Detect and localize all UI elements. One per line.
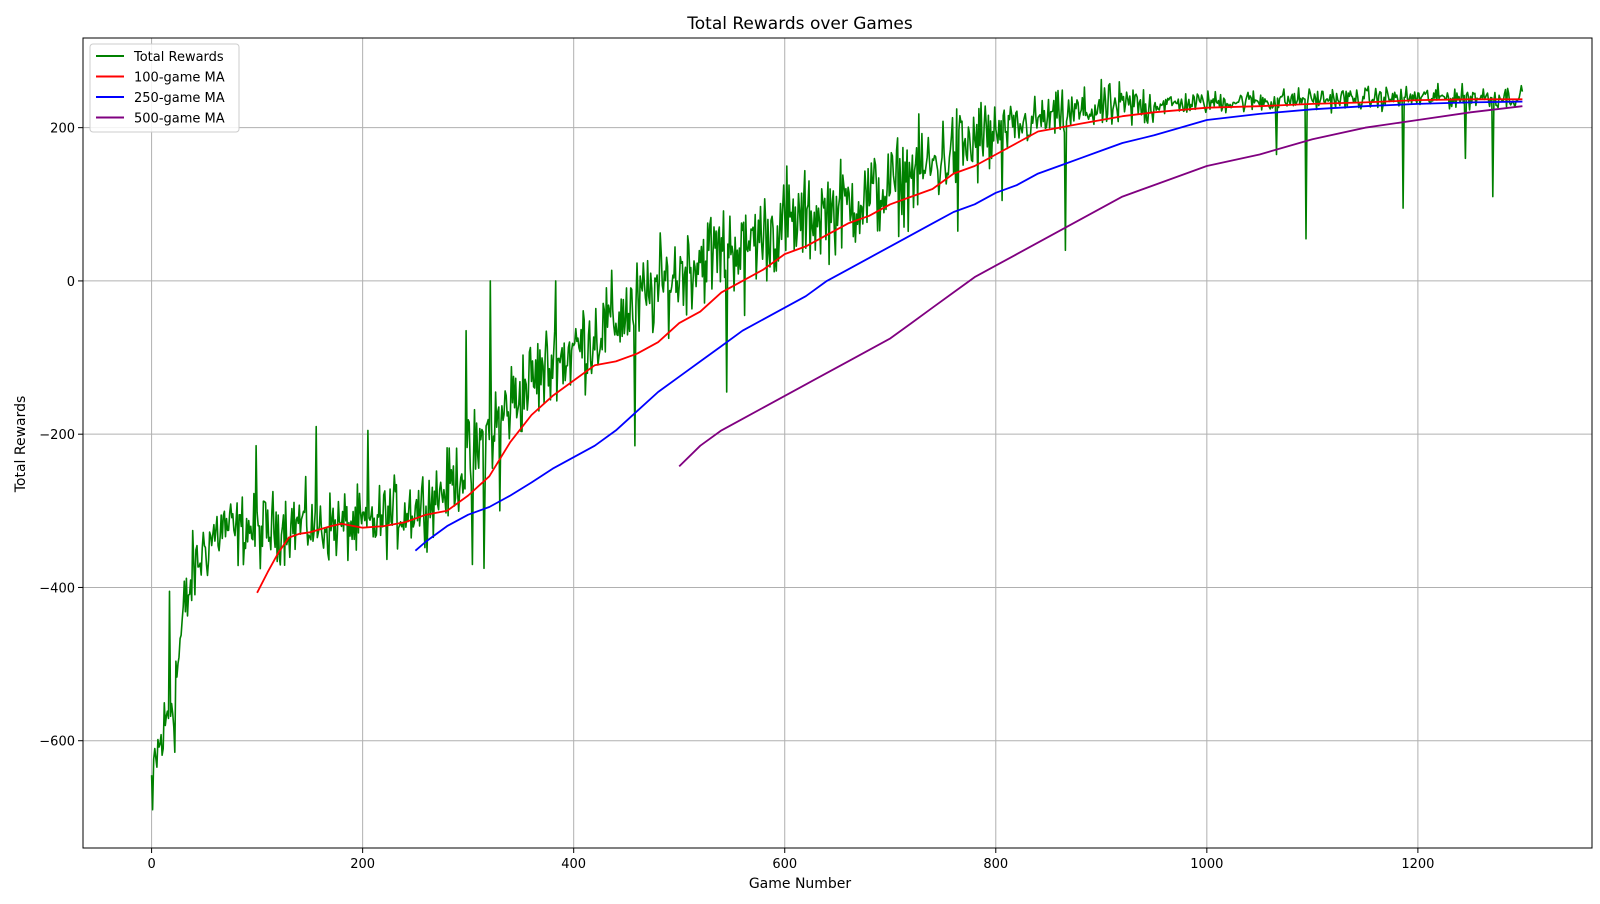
legend-label: 500-game MA bbox=[134, 112, 225, 127]
y-tick-label: −400 bbox=[39, 581, 75, 596]
legend-label: 100-game MA bbox=[134, 71, 225, 86]
x-axis-label: Game Number bbox=[749, 876, 852, 892]
chart-title: Total Rewards over Games bbox=[686, 14, 913, 34]
series-line-2 bbox=[256, 98, 1523, 594]
y-tick-label: −200 bbox=[39, 428, 75, 443]
series-line-3 bbox=[414, 100, 1523, 552]
axis-ticks: 0 200 400 600 800 1000 1200 −600 −400 −200 0 200 bbox=[39, 122, 1434, 872]
x-tick-label: 0 bbox=[147, 857, 155, 872]
x-tick-label: 200 bbox=[350, 857, 375, 872]
y-tick-label: −600 bbox=[39, 735, 75, 750]
legend-label: Total Rewards bbox=[133, 50, 224, 65]
legend-box bbox=[89, 43, 240, 133]
y-tick-label: 200 bbox=[50, 122, 75, 137]
y-tick-label: 0 bbox=[67, 275, 75, 290]
x-tick-label: 400 bbox=[561, 857, 586, 872]
series-lines bbox=[150, 78, 1524, 811]
grid-lines bbox=[83, 38, 1592, 848]
x-tick-label: 1000 bbox=[1190, 857, 1223, 872]
series-line-1 bbox=[150, 78, 1524, 811]
legend: Total Rewards 100-game MA 250-game MA 500-g… bbox=[89, 43, 240, 133]
plot-area-frame bbox=[82, 37, 1593, 849]
x-tick-label: 1200 bbox=[1401, 857, 1434, 872]
x-tick-label: 800 bbox=[983, 857, 1008, 872]
legend-label: 250-game MA bbox=[134, 91, 225, 106]
x-tick-label: 600 bbox=[772, 857, 797, 872]
series-line-4 bbox=[678, 105, 1523, 468]
y-axis-label: Total Rewards bbox=[13, 396, 29, 494]
